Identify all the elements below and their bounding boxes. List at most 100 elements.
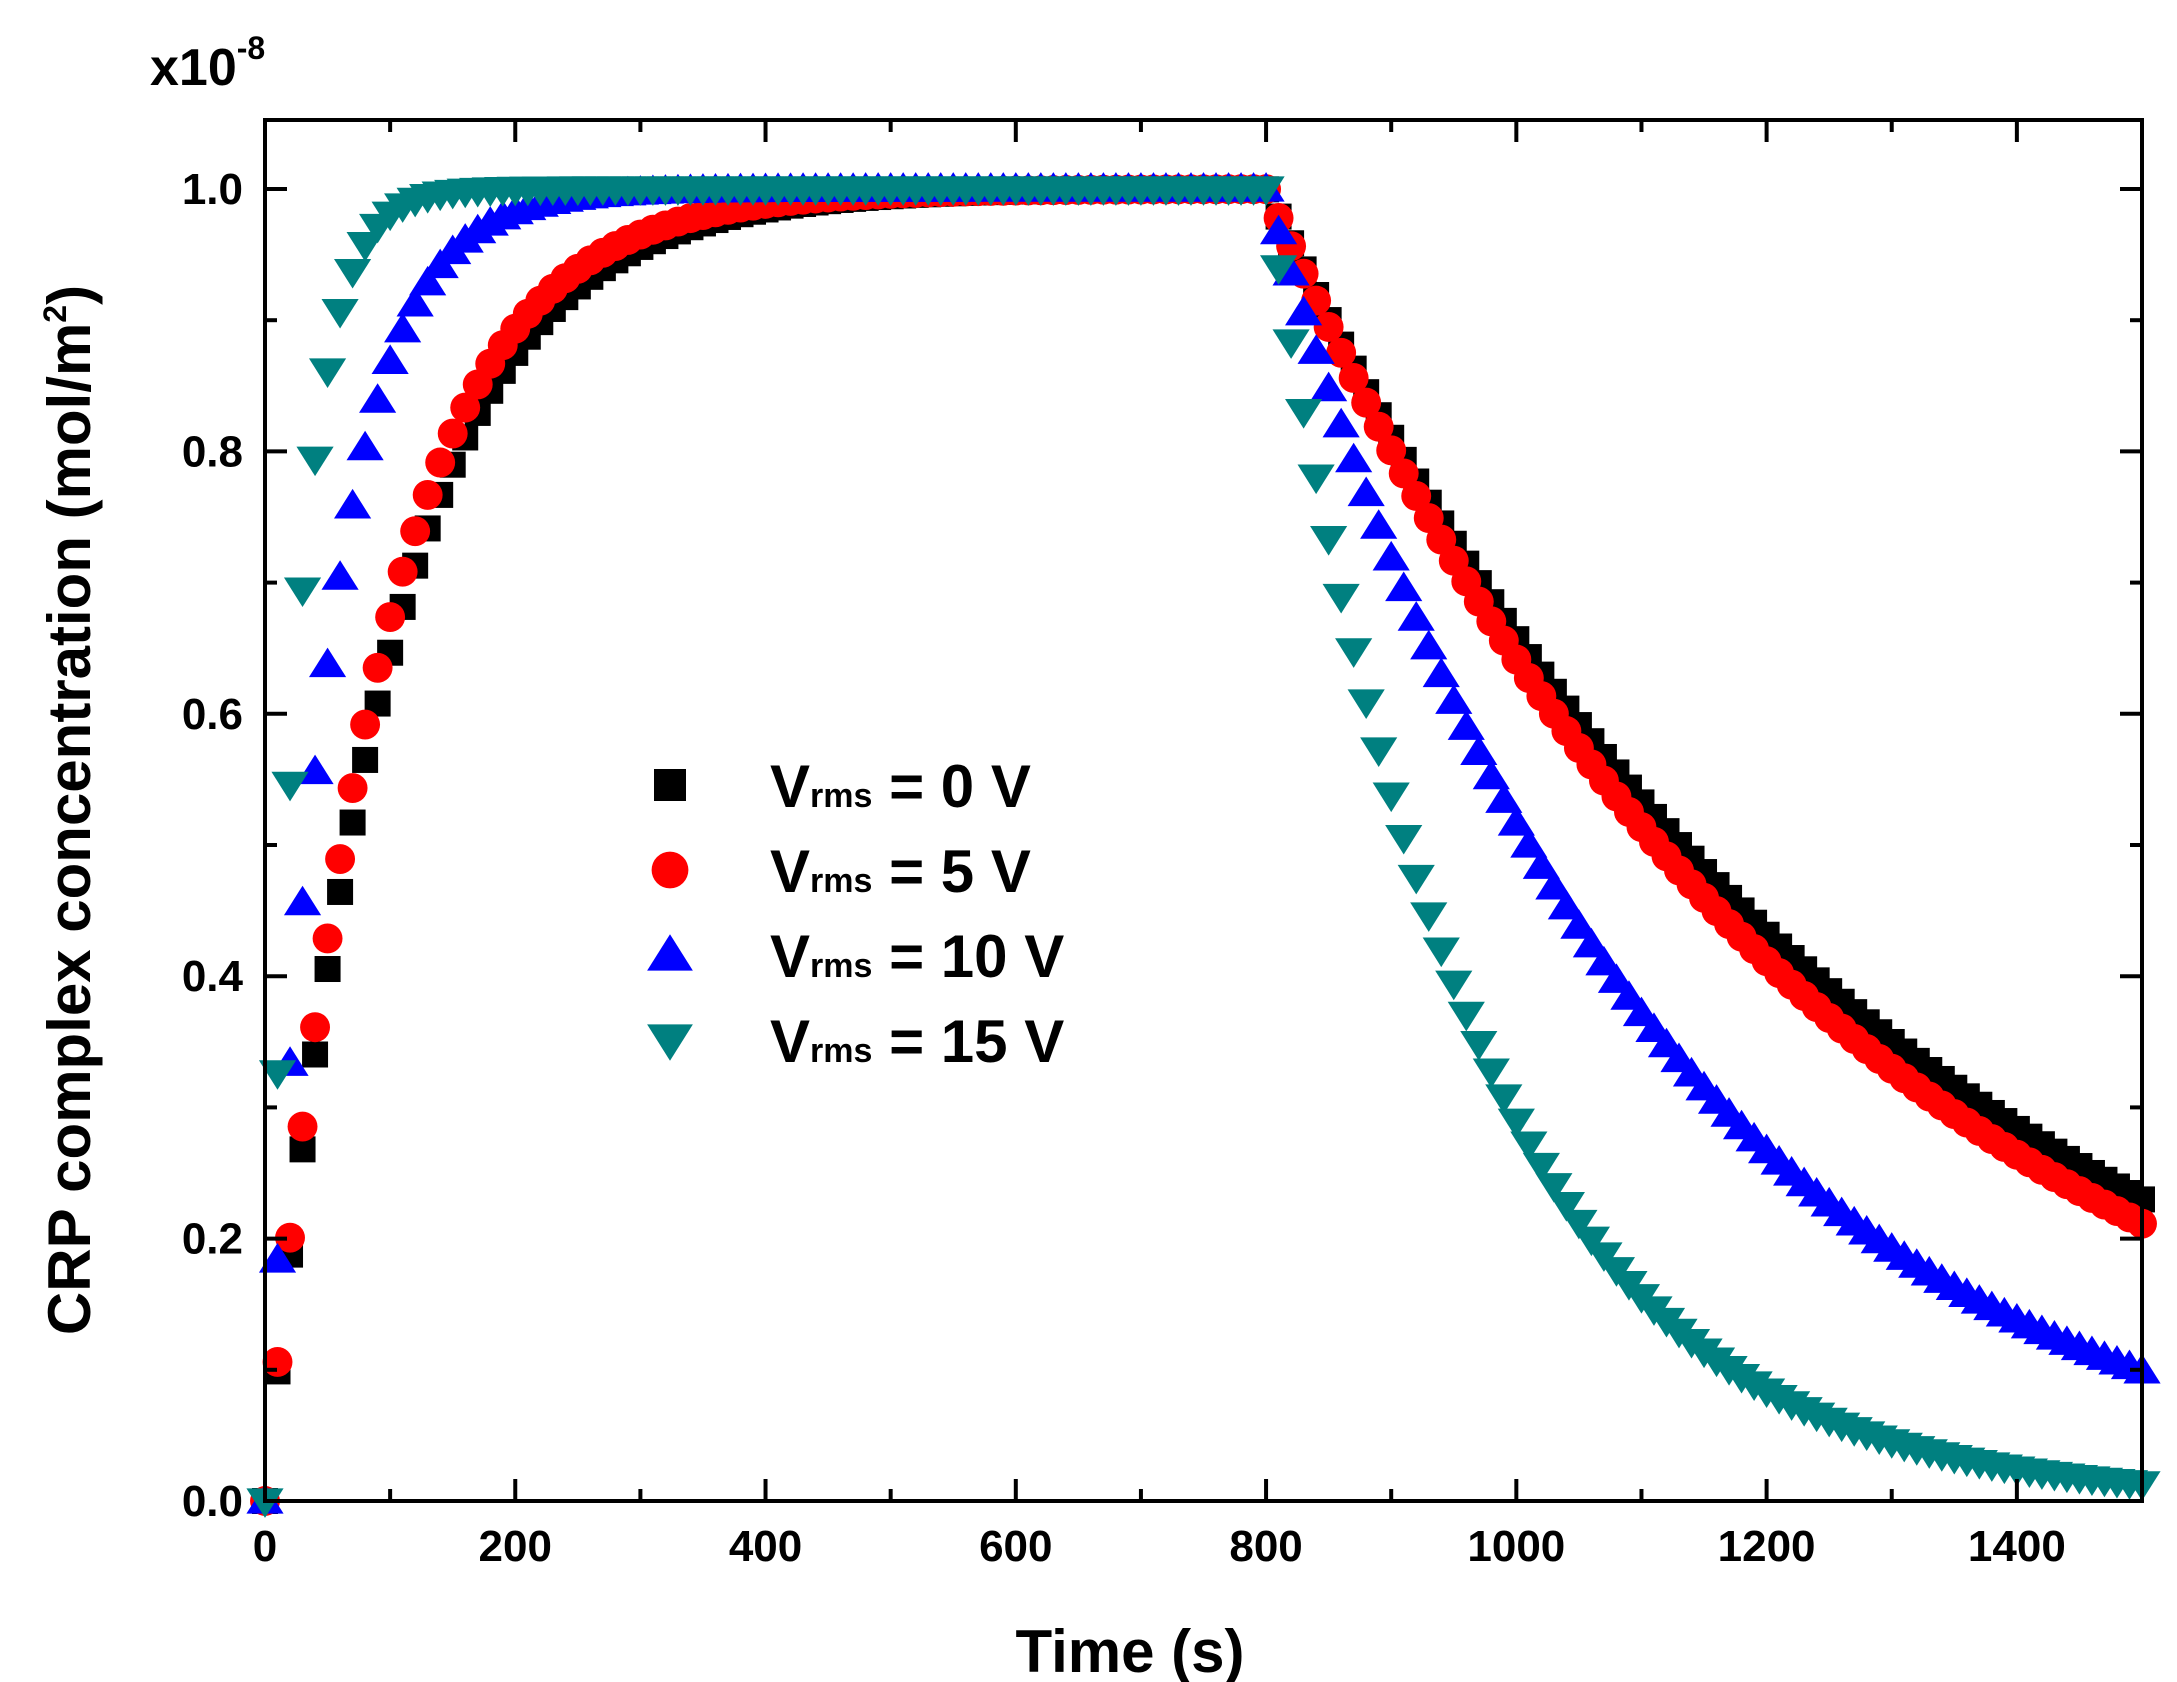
data-point (1547, 889, 1585, 920)
data-point (1460, 735, 1498, 765)
data-point (1347, 476, 1385, 507)
y-tick-label: 0.2 (182, 1215, 243, 1264)
legend-item: Vrms = 0 V (654, 753, 1031, 820)
data-point (1376, 435, 1407, 466)
data-point (308, 647, 347, 678)
svg-text:x10-8: x10-8 (150, 30, 265, 97)
x-tick-label: 0 (253, 1522, 277, 1571)
data-point (302, 1041, 329, 1068)
data-point (1422, 937, 1460, 968)
data-point (1385, 571, 1423, 602)
data-point (1310, 371, 1348, 402)
data-point (246, 1488, 284, 1518)
data-point (1410, 629, 1448, 660)
plot-frame (263, 118, 2144, 1503)
data-point (1297, 464, 1335, 495)
y-tick-label: 1.0 (182, 165, 243, 214)
data-point (1522, 849, 1560, 879)
data-point (1310, 526, 1348, 556)
y-axis-title-close: ) (36, 285, 103, 305)
data-point (1351, 387, 1382, 418)
x-tick-label: 600 (979, 1522, 1052, 1571)
data-point (409, 265, 447, 296)
data-point (1535, 1173, 1573, 1203)
data-point (1338, 363, 1369, 393)
data-point (450, 392, 481, 423)
legend: Vrms = 0 V Vrms = 5 V Vrms = 10 V Vrms = 15… (647, 753, 1064, 1075)
data-point (1401, 481, 1432, 511)
data-point (314, 956, 341, 983)
data-point (1247, 176, 1285, 206)
data-point (387, 556, 418, 587)
data-point (375, 602, 406, 633)
data-point (346, 430, 384, 461)
data-point (400, 516, 431, 547)
data-point (287, 1111, 318, 1142)
y-axis-title: CRP complex concentration (mol/m2) (36, 285, 103, 1335)
data-point (1360, 509, 1398, 539)
data-point (1585, 945, 1623, 976)
legend-marker (654, 769, 686, 801)
data-point (327, 878, 354, 905)
series-triangle-down (246, 176, 2161, 1518)
data-point (1447, 710, 1485, 740)
scale-base: x10 (150, 39, 237, 97)
scale-factor: x10-8 (150, 30, 265, 97)
data-point (371, 344, 409, 374)
data-point (1388, 458, 1419, 489)
data-point (337, 773, 368, 803)
data-point (1363, 411, 1394, 442)
data-point (334, 258, 372, 289)
x-axis-title: Time (s) (1016, 1618, 1245, 1682)
data-point (283, 577, 322, 608)
legend-marker (651, 851, 689, 889)
data-point (359, 383, 397, 413)
data-point (384, 312, 422, 343)
y-axis-title-sup: 2 (37, 305, 73, 323)
legend-label: Vrms = 15 V (770, 1008, 1064, 1075)
data-point (275, 1222, 305, 1253)
x-tick-label: 200 (479, 1522, 552, 1571)
data-point (352, 746, 379, 773)
data-point (412, 479, 443, 510)
data-point (296, 754, 334, 785)
legend-item: Vrms = 5 V (651, 838, 1031, 905)
data-point (312, 923, 343, 954)
legend-marker (647, 934, 693, 971)
scale-exponent: -8 (237, 30, 265, 66)
x-tick-label: 800 (1229, 1522, 1302, 1571)
data-point (1572, 1226, 1611, 1257)
data-point (425, 447, 456, 478)
data-point (262, 1347, 293, 1377)
data-point (1285, 399, 1323, 429)
data-point (1435, 684, 1473, 714)
series-square (252, 176, 2155, 1514)
data-point (1497, 1108, 1535, 1139)
data-point (1422, 657, 1460, 688)
data-point (1585, 1242, 1623, 1272)
data-point (1322, 583, 1360, 614)
data-point (1397, 601, 1435, 631)
data-point (1397, 864, 1435, 895)
data-point (1522, 1152, 1560, 1183)
legend-marker (647, 1024, 693, 1061)
y-tick-label: 0.8 (182, 427, 243, 476)
data-point (1313, 312, 1344, 342)
series-circle (250, 174, 2157, 1516)
data-point (1372, 540, 1410, 571)
legend-label: Vrms = 10 V (770, 923, 1064, 990)
data-point (1413, 503, 1444, 533)
y-axis-title-main: CRP complex concentration (mol/m (36, 323, 103, 1335)
x-tick-label: 400 (729, 1522, 802, 1571)
data-point (437, 418, 468, 449)
data-point (258, 1243, 297, 1273)
data-point (1547, 1192, 1585, 1222)
data-point (1372, 782, 1410, 813)
x-tick-label: 1200 (1718, 1522, 1816, 1571)
legend-item: Vrms = 10 V (647, 923, 1064, 990)
data-point (1460, 1031, 1498, 1061)
data-point (1435, 970, 1473, 1001)
data-point (1472, 759, 1510, 790)
data-point (1285, 295, 1323, 326)
